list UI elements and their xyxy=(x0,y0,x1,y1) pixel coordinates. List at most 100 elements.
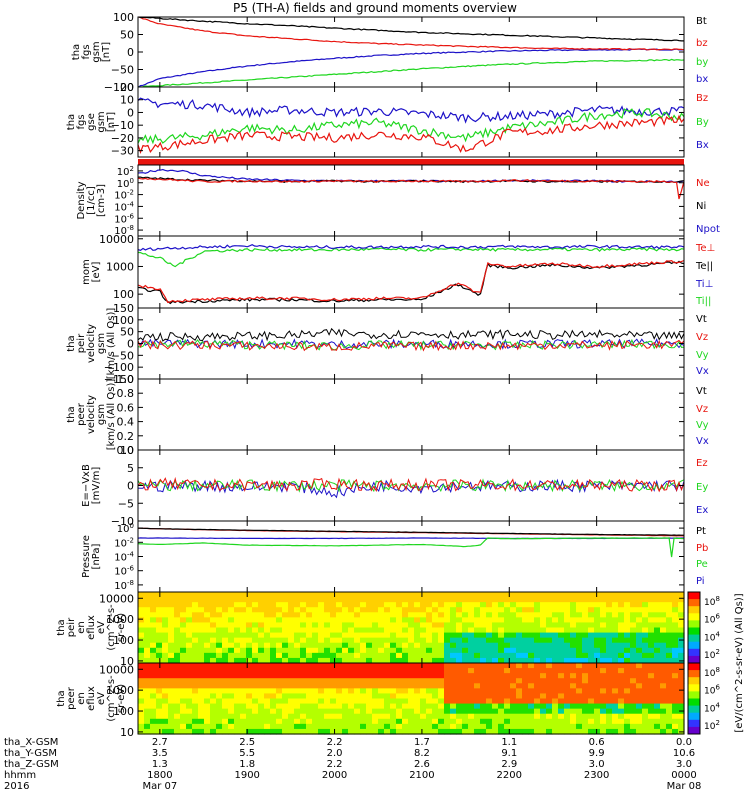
heatmap-cell xyxy=(516,663,523,669)
heatmap-cell xyxy=(300,647,307,654)
heatmap-cell xyxy=(504,718,511,725)
heatmap-cell xyxy=(606,698,613,705)
heatmap-cell xyxy=(636,718,643,725)
heatmap-cell xyxy=(486,663,493,669)
heatmap-cell xyxy=(240,673,247,679)
heatmap-cell xyxy=(546,657,553,664)
heatmap-cell xyxy=(234,668,241,674)
heatmap-cell xyxy=(630,708,637,715)
heatmap-cell xyxy=(522,622,529,629)
heatmap-cell xyxy=(318,703,325,710)
heatmap-cell xyxy=(666,708,673,715)
heatmap-cell xyxy=(402,678,409,684)
heatmap-cell xyxy=(216,688,223,695)
heatmap-cell xyxy=(282,668,289,674)
heatmap-cell xyxy=(258,622,265,629)
heatmap-cell xyxy=(192,632,199,639)
heatmap-cell xyxy=(630,718,637,725)
heatmap-cell xyxy=(294,723,301,730)
legend-entry: Te⊥ xyxy=(695,243,715,254)
heatmap-cell xyxy=(156,592,163,598)
heatmap-cell xyxy=(282,612,289,618)
heatmap-cell xyxy=(672,728,679,735)
heatmap-cell xyxy=(366,668,373,674)
heatmap-cell xyxy=(264,693,271,700)
heatmap-cell xyxy=(576,723,583,730)
heatmap-cell xyxy=(666,728,673,735)
heatmap-cell xyxy=(612,602,619,608)
heatmap-cell xyxy=(306,673,313,679)
heatmap-cell xyxy=(540,607,547,613)
heatmap-cell xyxy=(384,617,391,624)
heatmap-cell xyxy=(666,622,673,629)
heatmap-cell xyxy=(600,698,607,705)
heatmap-cell xyxy=(336,642,343,649)
heatmap-cell xyxy=(306,703,313,710)
heatmap-cell xyxy=(360,592,367,598)
heatmap-cell xyxy=(300,642,307,649)
x-row-value: 2.6 xyxy=(414,759,430,770)
heatmap-cell xyxy=(588,713,595,720)
heatmap-cell xyxy=(666,597,673,603)
heatmap-cell xyxy=(600,688,607,695)
heatmap-cell xyxy=(174,698,181,705)
heatmap-cell xyxy=(402,637,409,644)
heatmap-cell xyxy=(630,663,637,669)
heatmap-cell xyxy=(330,657,337,664)
heatmap-cell xyxy=(648,718,655,725)
heatmap-cell xyxy=(252,612,259,618)
heatmap-cell xyxy=(492,728,499,735)
heatmap-cell xyxy=(408,592,415,598)
heatmap-cell xyxy=(258,597,265,603)
heatmap-cell xyxy=(540,688,547,695)
heatmap-cell xyxy=(426,602,433,608)
heatmap-cell xyxy=(468,678,475,684)
heatmap-cell xyxy=(378,652,385,659)
heatmap-cell xyxy=(606,612,613,618)
heatmap-cell xyxy=(150,668,157,674)
heatmap-cell xyxy=(330,718,337,725)
heatmap-cell xyxy=(552,612,559,618)
heatmap-cell xyxy=(318,668,325,674)
heatmap-cell xyxy=(570,683,577,689)
heatmap-cell xyxy=(228,622,235,629)
heatmap-cell xyxy=(570,622,577,629)
heatmap-cell xyxy=(600,713,607,720)
heatmap-cell xyxy=(534,668,541,674)
heatmap-cell xyxy=(504,673,511,679)
heatmap-cell xyxy=(552,607,559,613)
heatmap-cell xyxy=(570,728,577,735)
heatmap-cell xyxy=(588,597,595,603)
heatmap-cell xyxy=(510,617,517,624)
heatmap-cell xyxy=(264,597,271,603)
heatmap-cell xyxy=(474,652,481,659)
y-axis-label: tha xyxy=(56,690,67,706)
heatmap-cell xyxy=(420,668,427,674)
heatmap-cell xyxy=(624,617,631,624)
heatmap-cell xyxy=(360,668,367,674)
heatmap-cell xyxy=(210,693,217,700)
heatmap-cell xyxy=(342,723,349,730)
p3-series-group xyxy=(138,168,684,200)
heatmap-cell xyxy=(198,708,205,715)
heatmap-cell xyxy=(654,718,661,725)
heatmap-cell xyxy=(210,688,217,695)
heatmap-cell xyxy=(444,632,451,639)
heatmap-cell xyxy=(216,627,223,634)
heatmap-cell xyxy=(270,652,277,659)
heatmap-cell xyxy=(468,592,475,598)
heatmap-cell xyxy=(384,698,391,705)
heatmap-cell xyxy=(570,627,577,634)
heatmap-cell xyxy=(642,668,649,674)
heatmap-cell xyxy=(552,642,559,649)
heatmap-cell xyxy=(552,597,559,603)
heatmap-cell xyxy=(342,668,349,674)
heatmap-cell xyxy=(660,642,667,649)
heatmap-cell xyxy=(156,708,163,715)
heatmap-cell xyxy=(588,642,595,649)
heatmap-cell xyxy=(678,612,685,618)
heatmap-cell xyxy=(480,617,487,624)
heatmap-cell xyxy=(336,688,343,695)
heatmap-cell xyxy=(318,607,325,613)
heatmap-cell xyxy=(522,592,529,598)
